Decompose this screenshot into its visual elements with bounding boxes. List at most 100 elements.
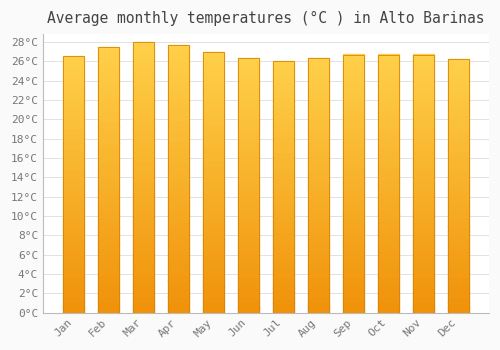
Bar [448, 272, 468, 277]
Bar [448, 247, 468, 252]
Bar [133, 258, 154, 264]
Bar [98, 94, 119, 100]
Bar [133, 188, 154, 194]
Bar [63, 292, 84, 297]
Bar [63, 266, 84, 272]
Bar [63, 220, 84, 225]
Bar [273, 147, 294, 152]
Bar [378, 251, 398, 256]
Bar [238, 287, 259, 292]
Bar [273, 102, 294, 106]
Bar [238, 58, 259, 63]
Bar [203, 203, 224, 208]
Bar [378, 287, 398, 292]
Bar [63, 241, 84, 246]
Bar [98, 185, 119, 190]
Bar [343, 209, 364, 215]
Bar [378, 230, 398, 235]
Bar [63, 133, 84, 139]
Bar [308, 216, 329, 221]
Bar [308, 287, 329, 292]
Bar [308, 180, 329, 186]
Bar [343, 173, 364, 178]
Bar [238, 186, 259, 191]
Bar [238, 292, 259, 298]
Bar [133, 134, 154, 139]
Bar [133, 291, 154, 296]
Bar [98, 68, 119, 74]
Bar [168, 88, 189, 93]
Bar [448, 125, 468, 130]
Bar [412, 261, 434, 266]
Bar [308, 79, 329, 84]
Bar [133, 161, 154, 167]
Bar [273, 192, 294, 197]
Bar [448, 262, 468, 267]
Bar [133, 210, 154, 215]
Bar [343, 204, 364, 209]
Bar [238, 206, 259, 211]
Bar [412, 173, 434, 178]
Bar [133, 172, 154, 177]
Bar [448, 161, 468, 166]
Bar [308, 252, 329, 257]
Bar [308, 69, 329, 74]
Bar [343, 132, 364, 137]
Bar [238, 257, 259, 262]
Bar [63, 56, 84, 313]
Bar [203, 250, 224, 255]
Bar [63, 77, 84, 82]
Bar [238, 130, 259, 135]
Bar [238, 104, 259, 109]
Bar [273, 167, 294, 172]
Bar [273, 212, 294, 217]
Bar [308, 94, 329, 99]
Bar [448, 150, 468, 156]
Bar [273, 152, 294, 157]
Bar [168, 98, 189, 104]
Bar [273, 182, 294, 187]
Bar [273, 197, 294, 202]
Bar [168, 302, 189, 307]
Bar [412, 137, 434, 142]
Bar [308, 282, 329, 287]
Bar [448, 171, 468, 176]
Bar [343, 281, 364, 287]
Bar [203, 297, 224, 302]
Bar [98, 169, 119, 174]
Bar [238, 170, 259, 175]
Bar [448, 241, 468, 247]
Bar [412, 189, 434, 194]
Bar [168, 66, 189, 72]
Bar [343, 111, 364, 117]
Bar [203, 172, 224, 177]
Bar [133, 85, 154, 91]
Bar [412, 60, 434, 65]
Bar [448, 135, 468, 140]
Bar [63, 169, 84, 174]
Bar [273, 308, 294, 313]
Bar [343, 307, 364, 313]
Bar [378, 225, 398, 230]
Bar [98, 275, 119, 281]
Bar [412, 199, 434, 204]
Bar [308, 130, 329, 135]
Bar [412, 153, 434, 158]
Bar [412, 271, 434, 276]
Bar [378, 65, 398, 70]
Bar [168, 82, 189, 88]
Bar [412, 96, 434, 101]
Bar [343, 261, 364, 266]
Bar [168, 270, 189, 275]
Bar [238, 302, 259, 308]
Bar [378, 220, 398, 225]
Bar [203, 286, 224, 292]
Bar [203, 88, 224, 93]
Bar [133, 220, 154, 226]
Bar [63, 225, 84, 231]
Bar [98, 153, 119, 159]
Bar [98, 259, 119, 265]
Bar [448, 196, 468, 201]
Bar [273, 237, 294, 242]
Bar [133, 237, 154, 242]
